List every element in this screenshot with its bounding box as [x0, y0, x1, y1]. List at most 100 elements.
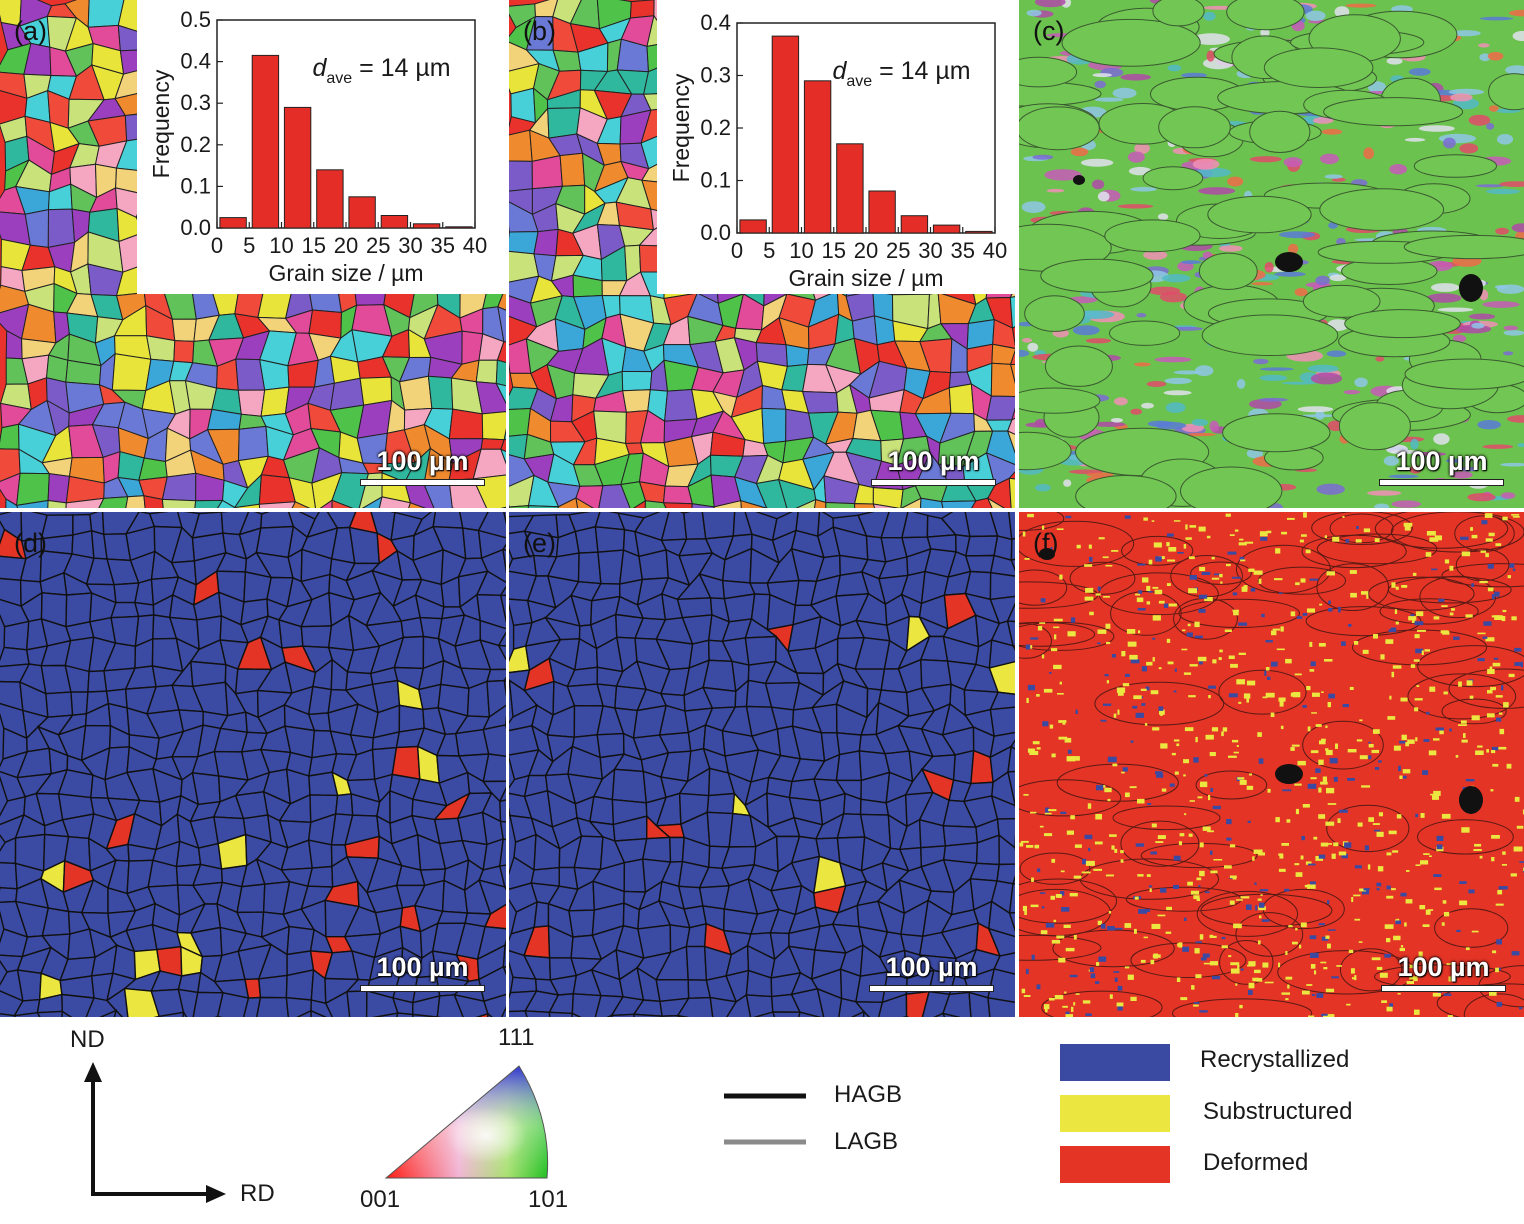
- lagb-label: LAGB: [834, 1128, 899, 1155]
- x-tick-label: 25: [886, 238, 910, 263]
- x-tick-label: 35: [951, 238, 975, 263]
- deformed-grain-texture: [1019, 0, 1524, 508]
- histogram-bar: [932, 224, 961, 234]
- x-tick-label: 35: [431, 233, 455, 258]
- panel-label: (a): [14, 16, 47, 46]
- lagb-line-icon: [724, 1139, 806, 1145]
- histogram-bar: [868, 190, 896, 234]
- deformed-label: Deformed: [1203, 1149, 1309, 1176]
- y-tick-label: 0.4: [180, 49, 211, 74]
- panel-b-ipf-map: 0.0 0.1 0.2 0.3 0.4 0 5 10 15 20 25 30 35 40 Grain siz…: [509, 0, 1015, 508]
- scale-label: 100 µm: [376, 446, 469, 476]
- x-tick-label: 5: [763, 238, 775, 263]
- x-tick-label: 20: [334, 233, 358, 258]
- panel-f-recrystallization-map: (f) 100 µm: [1019, 512, 1524, 1017]
- x-tick-label: 40: [983, 238, 1007, 263]
- grain-size-histogram: 0.0 0.1 0.2 0.3 0.4 0.5 0 5 10 15 20 25 30 35 40 Grain …: [148, 7, 487, 286]
- panel-label: (b): [523, 16, 556, 46]
- deformed-state-texture: [1019, 512, 1524, 1017]
- recrystallized-grain-texture: [0, 512, 506, 1017]
- x-axis-label: Grain size / µm: [788, 265, 943, 291]
- scale-line: [1379, 479, 1504, 486]
- scale-line: [360, 479, 485, 486]
- hagb-line-icon: [724, 1093, 806, 1099]
- ipf-label-111: 111: [498, 1024, 535, 1051]
- ipf-color-triangle: [384, 1065, 549, 1179]
- ipf-label-001: 001: [360, 1186, 401, 1213]
- x-tick-label: 30: [398, 233, 422, 258]
- scale-label: 100 µm: [887, 446, 980, 476]
- scale-label: 100 µm: [376, 952, 469, 982]
- histogram-bar: [380, 215, 409, 229]
- scale-bar: 100 µm: [869, 952, 994, 992]
- x-tick-label: 10: [269, 233, 293, 258]
- y-tick-label: 0.2: [180, 132, 211, 157]
- y-tick-label: 0.2: [700, 115, 731, 140]
- recrystallized-swatch: [1060, 1044, 1170, 1081]
- panel-label: (e): [523, 528, 556, 558]
- scale-line: [871, 479, 996, 486]
- recrystallized-label: Recrystallized: [1200, 1046, 1350, 1073]
- y-tick-label: 0.0: [180, 215, 211, 240]
- scale-bar: 100 µm: [360, 446, 485, 486]
- histogram-bar: [316, 169, 344, 229]
- x-tick-label: 10: [789, 238, 813, 263]
- sample-axes-icon: [84, 1062, 226, 1203]
- substructured-label: Substructured: [1203, 1098, 1353, 1125]
- x-tick-label: 40: [463, 233, 487, 258]
- x-tick-label: 15: [302, 233, 326, 258]
- y-tick-label: 0.1: [180, 173, 211, 198]
- deformed-swatch: [1060, 1146, 1170, 1183]
- histogram-bar: [965, 230, 993, 234]
- grain-size-histogram: 0.0 0.1 0.2 0.3 0.4 0 5 10 15 20 25 30 35 40 Grain siz…: [668, 10, 1007, 291]
- scale-bar: 100 µm: [871, 446, 996, 486]
- x-tick-label: 15: [822, 238, 846, 263]
- x-axis-label: Grain size / µm: [268, 260, 423, 286]
- x-tick-label: 0: [211, 233, 223, 258]
- x-tick-label: 30: [918, 238, 942, 263]
- hagb-label: HAGB: [834, 1081, 903, 1108]
- average-size-annotation: dave = 14 µm: [312, 54, 450, 87]
- recrystallization-map: [0, 512, 506, 1017]
- panel-a-ipf-map: 0.0 0.1 0.2 0.3 0.4 0.5 0 5 10 15 20 25 30 35 40 Grain …: [0, 0, 506, 508]
- panel-d-recrystallization-map: (d) 100 µm: [0, 512, 506, 1017]
- histogram-bar: [251, 54, 280, 229]
- recrystallized-grain-texture: [509, 512, 1015, 1017]
- histogram-bar: [283, 106, 312, 229]
- scale-bar: 100 µm: [360, 952, 485, 992]
- panel-label: (f): [1033, 528, 1059, 558]
- y-tick-label: 0.4: [700, 10, 731, 35]
- histogram-inset: 0.0 0.1 0.2 0.3 0.4 0.5 0 5 10 15 20 25 30 35 40 Grain …: [137, 0, 506, 294]
- nd-axis-label: ND: [70, 1026, 105, 1053]
- y-tick-label: 0.0: [700, 220, 731, 245]
- histogram-bar: [348, 196, 376, 229]
- substructured-swatch: [1060, 1095, 1170, 1132]
- histogram-bar: [445, 226, 473, 229]
- scale-label: 100 µm: [1397, 952, 1490, 982]
- deformed-orientation-map: [1019, 0, 1524, 508]
- panel-c-ipf-map: (c) 100 µm: [1019, 0, 1524, 508]
- histogram-bar: [412, 223, 441, 229]
- x-tick-label: 0: [731, 238, 743, 263]
- histogram-bar: [739, 219, 767, 234]
- scale-bar: 100 µm: [1379, 446, 1504, 486]
- scale-label: 100 µm: [885, 952, 978, 982]
- histogram-bar: [771, 35, 800, 234]
- y-tick-label: 0.3: [700, 63, 731, 88]
- panel-e-recrystallization-map: (e) 100 µm: [509, 512, 1015, 1017]
- average-size-annotation: dave = 14 µm: [832, 57, 970, 90]
- histogram-inset: 0.0 0.1 0.2 0.3 0.4 0 5 10 15 20 25 30 35 40 Grain siz…: [657, 0, 1015, 294]
- scale-label: 100 µm: [1395, 446, 1488, 476]
- histogram-bar: [219, 217, 247, 229]
- y-axis-label: Frequency: [148, 69, 174, 178]
- scale-bar: 100 µm: [1381, 952, 1506, 992]
- rd-axis-label: RD: [240, 1180, 275, 1207]
- ipf-label-101: 101: [528, 1186, 569, 1213]
- histogram-bar: [803, 80, 832, 234]
- histogram-bar: [836, 143, 864, 234]
- panel-label: (d): [14, 528, 47, 558]
- scale-line: [360, 985, 485, 992]
- y-axis-label: Frequency: [668, 73, 694, 182]
- scale-line: [1381, 985, 1506, 992]
- x-tick-label: 5: [243, 233, 255, 258]
